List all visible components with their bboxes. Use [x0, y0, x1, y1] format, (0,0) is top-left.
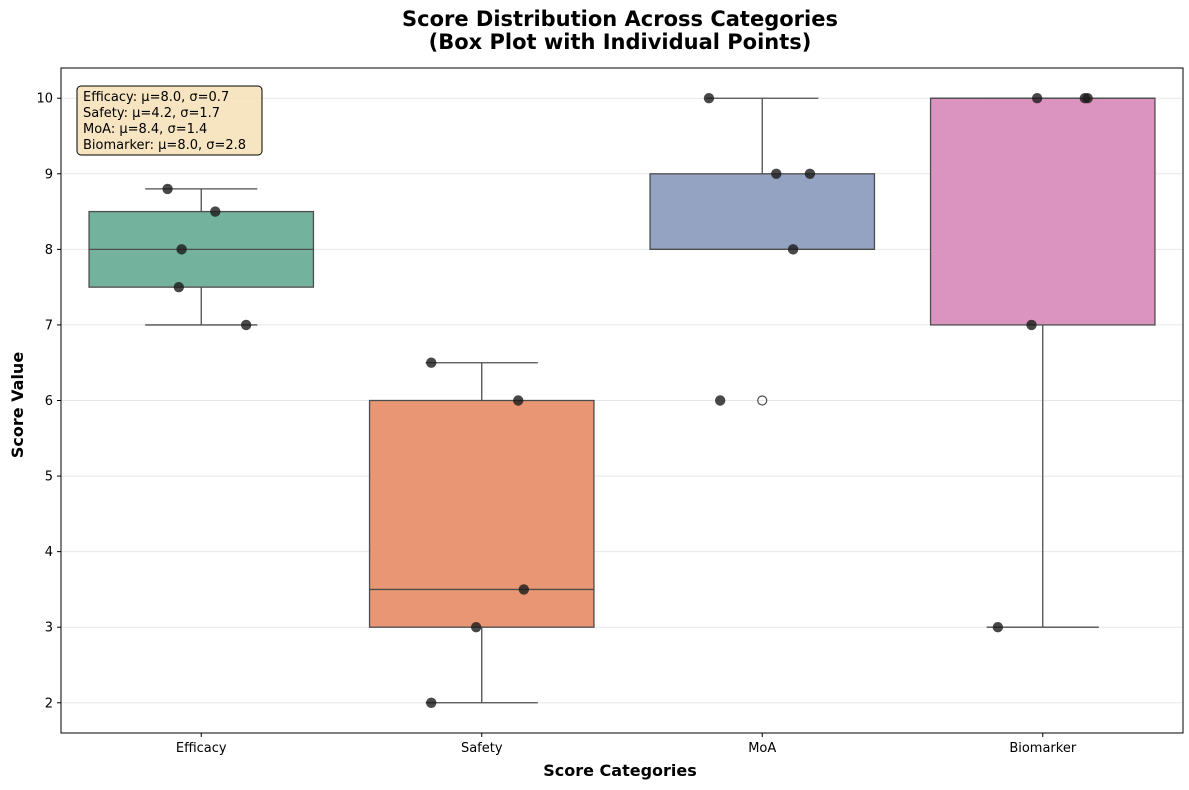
- outlier-marker: [757, 395, 768, 406]
- data-point: [714, 395, 726, 406]
- data-point: [1031, 93, 1043, 104]
- data-point: [176, 244, 187, 255]
- y-tick-label: 3: [45, 621, 53, 636]
- stats-box: Efficacy: μ=8.0, σ=0.7 Safety: μ=4.2, σ=…: [76, 85, 263, 156]
- data-point: [426, 357, 437, 368]
- box-efficacy: [88, 188, 315, 326]
- data-point: [426, 697, 437, 708]
- y-tick-label: 10: [36, 92, 53, 107]
- y-tick-label: 5: [45, 470, 53, 485]
- data-point: [1082, 93, 1093, 104]
- stats-box-background: [76, 85, 263, 156]
- data-point: [162, 183, 173, 195]
- stats-line-safety: Safety: μ=4.2, σ=1.7: [83, 106, 220, 121]
- x-axis-ticks: Efficacy Safety MoA Biomarker: [176, 733, 1077, 756]
- stats-line-efficacy: Efficacy: μ=8.0, σ=0.7: [83, 90, 229, 105]
- y-tick-label: 6: [45, 394, 53, 409]
- data-point: [787, 244, 799, 255]
- data-points: [162, 93, 1093, 708]
- data-point: [992, 622, 1004, 633]
- data-point: [804, 168, 816, 179]
- data-point: [240, 319, 252, 331]
- x-tick-label: Safety: [461, 741, 503, 756]
- data-point: [173, 281, 185, 293]
- stats-line-moa: MoA: μ=8.4, σ=1.4: [83, 122, 207, 137]
- data-point: [518, 584, 530, 595]
- data-point: [210, 206, 221, 217]
- y-tick-label: 8: [45, 243, 53, 258]
- y-tick-label: 7: [45, 318, 53, 333]
- y-tick-label: 2: [45, 696, 53, 711]
- y-axis-label: Score Value: [8, 352, 27, 458]
- data-point: [470, 622, 482, 633]
- box-iqr: [368, 399, 595, 628]
- box-biomarker: [929, 97, 1156, 628]
- chart-title-line2: (Box Plot with Individual Points): [429, 30, 812, 54]
- y-tick-label: 9: [45, 167, 53, 182]
- data-point: [1026, 319, 1037, 331]
- data-point: [771, 168, 782, 179]
- box-iqr: [649, 173, 876, 251]
- stats-line-biomarker: Biomarker: μ=8.0, σ=2.8: [83, 138, 246, 153]
- x-tick-label: Efficacy: [176, 741, 227, 756]
- x-axis-label: Score Categories: [543, 761, 697, 780]
- chart-title-line1: Score Distribution Across Categories: [402, 7, 838, 31]
- box-safety: [368, 362, 595, 704]
- box-moa: [649, 97, 876, 406]
- y-axis-ticks: 2 3 4 5 6 7 8 9 10: [36, 92, 61, 711]
- box-iqr: [929, 97, 1156, 326]
- x-tick-label: Biomarker: [1009, 741, 1077, 756]
- boxes: [88, 97, 1156, 704]
- x-tick-label: MoA: [748, 741, 776, 756]
- data-point: [513, 395, 524, 406]
- data-point: [703, 93, 715, 104]
- y-tick-label: 4: [45, 545, 53, 560]
